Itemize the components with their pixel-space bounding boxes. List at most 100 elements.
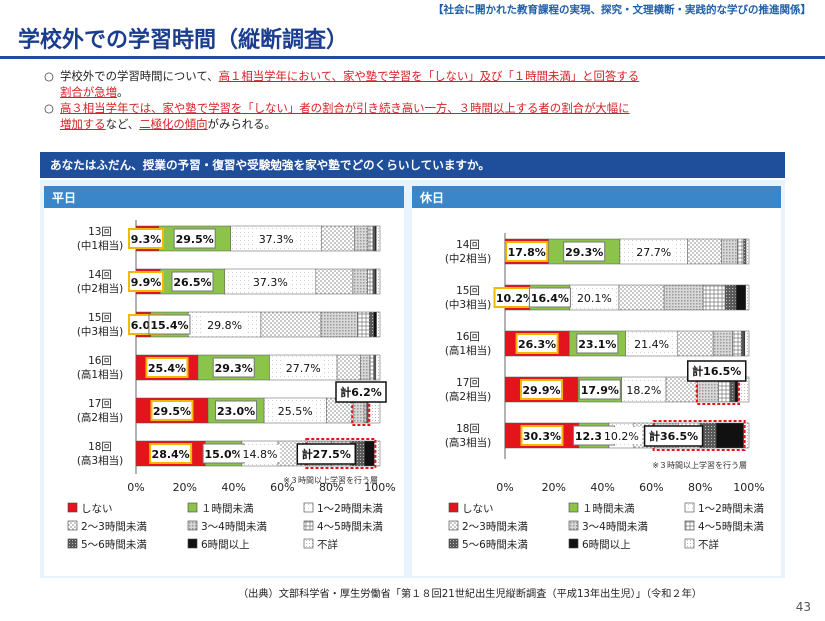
data-label: 29.3% — [215, 362, 253, 375]
bar-segment-3 — [315, 268, 354, 295]
data-label-box — [204, 316, 246, 333]
data-label-box — [149, 443, 193, 464]
category-label: 15回 — [88, 312, 112, 324]
category-sublabel: (高2相当) — [445, 390, 491, 403]
bar-segment-5 — [367, 268, 374, 295]
summary-2-highlight-3: 二極化の傾向 — [139, 117, 208, 131]
data-label: 21.4% — [634, 338, 669, 351]
data-label-box — [282, 359, 324, 376]
data-label-box — [600, 427, 642, 444]
panel-header-holiday: 休日 — [412, 186, 781, 208]
category-sublabel: (中2相当) — [445, 252, 491, 265]
x-tick-label: 20% — [173, 481, 197, 494]
legend-swatch — [684, 520, 695, 531]
category-label: 16回 — [88, 355, 112, 367]
legend-label: 1〜2時間未満 — [698, 503, 764, 515]
data-label-box — [578, 379, 621, 400]
bar-segment-8 — [374, 440, 381, 467]
data-label-box — [150, 400, 194, 421]
x-tick-label: 80% — [688, 481, 712, 494]
survey-question-banner: あなたはふだん、授業の予習・復習や受験勉強を家や塾でどのくらいしていますか。 — [40, 152, 785, 178]
data-label-box — [171, 271, 214, 292]
title-underline — [0, 56, 825, 59]
bar-segment-4 — [721, 238, 738, 265]
legend-label: 不詳 — [698, 538, 719, 551]
bar-segment-6 — [369, 311, 374, 338]
legend-swatch — [568, 538, 579, 549]
legend-swatch — [67, 538, 78, 549]
legend-swatch — [187, 520, 198, 531]
summary-point-2: ○ 高３相当学年では、家や塾で学習を「しない」者の割合が引き続き高い一方、３時間… — [44, 100, 784, 132]
data-label-box — [631, 335, 673, 352]
legend-label: 2〜3時間未満 — [462, 521, 528, 533]
data-label-box — [212, 357, 255, 378]
category-sublabel: (高1相当) — [77, 368, 123, 381]
bar-segment-8 — [376, 225, 381, 252]
bullet-circle: ○ — [44, 101, 54, 115]
x-tick-label: 0% — [496, 481, 513, 494]
data-label: 27.7% — [286, 362, 321, 375]
category-label: 14回 — [88, 269, 112, 281]
legend-label: 4〜5時間未満 — [317, 521, 383, 533]
data-label: 25.4% — [148, 362, 186, 375]
bar-segment-4 — [352, 268, 368, 295]
legend-swatch — [187, 502, 198, 513]
x-tick-label: 40% — [590, 481, 614, 494]
bar-segment-7 — [735, 284, 747, 311]
data-label-box — [563, 241, 606, 262]
data-label-box — [633, 243, 675, 260]
data-label: 37.3% — [259, 233, 294, 246]
bar-segment-3 — [618, 284, 665, 311]
bar-segment-6 — [372, 225, 376, 252]
bar-segment-6 — [740, 330, 744, 357]
data-label-box — [528, 287, 571, 308]
data-label: 15.0% — [205, 448, 243, 461]
bar-segment-6 — [743, 238, 746, 265]
data-label-box — [573, 289, 615, 306]
x-tick-label: 40% — [221, 481, 245, 494]
source-citation: （出典）文部科学省・厚生労働省「第１８回21世紀出生児縦断調査（平成13年出生児… — [238, 589, 702, 600]
data-label-box — [128, 271, 164, 292]
bar-segment-6 — [372, 268, 376, 295]
category-label: 16回 — [456, 331, 480, 343]
data-label-box — [239, 445, 281, 462]
data-label: 17.8% — [508, 246, 546, 259]
bar-segment-4 — [663, 284, 704, 311]
bar-segment-5 — [702, 284, 726, 311]
category-sublabel: (高3相当) — [445, 436, 491, 449]
legend-swatch — [67, 520, 78, 531]
legend-swatch — [303, 502, 314, 513]
legend-swatch — [568, 502, 579, 513]
data-label: 37.3% — [253, 276, 288, 289]
data-label: 14.8% — [242, 448, 277, 461]
legend-swatch — [448, 502, 459, 513]
category-label: 17回 — [456, 377, 480, 389]
data-label-box — [173, 228, 216, 249]
callout-label: 計16.5% — [692, 364, 741, 378]
data-label: 15.4% — [150, 319, 188, 332]
panel-header-weekday: 平日 — [44, 186, 404, 208]
bar-segment-3 — [677, 330, 714, 357]
legend-swatch — [187, 538, 198, 549]
page-number: 43 — [795, 600, 811, 614]
data-label-box — [145, 357, 189, 378]
data-label: 29.8% — [207, 319, 242, 332]
summary-2-highlight: 高３相当学年では、家や塾で学習を「しない」者の割合が引き続き高い一方、３時間以上… — [60, 101, 630, 115]
callout-label: 計36.5% — [649, 429, 698, 443]
bar-segment-4 — [354, 225, 369, 252]
summary-text: ○ 学校外での学習時間について、高１相当学年において、家や塾で学習を「しない」及… — [44, 68, 784, 132]
bar-segment-6 — [724, 284, 737, 311]
data-label: 26.3% — [518, 338, 556, 351]
data-label-box — [519, 379, 563, 400]
bar-segment-8 — [376, 311, 381, 338]
bar-segment-7 — [364, 440, 375, 467]
data-label: 10.2% — [496, 292, 534, 305]
x-tick-label: 60% — [639, 481, 663, 494]
legend-swatch — [67, 502, 78, 513]
legend-label: 不詳 — [317, 538, 338, 551]
bar-segment-5 — [737, 238, 744, 265]
legend-label: 2〜3時間未満 — [81, 521, 147, 533]
data-label-box — [274, 402, 316, 419]
data-label-box — [623, 381, 665, 398]
